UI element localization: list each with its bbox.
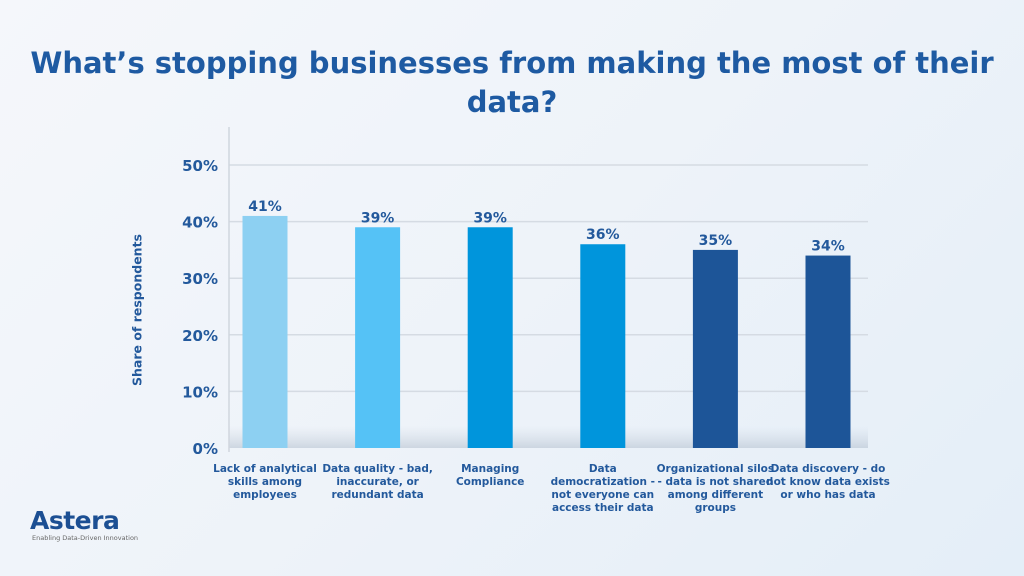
bar bbox=[692, 249, 738, 448]
x-tick-label: Data discovery - do not know data exists… bbox=[766, 463, 890, 501]
x-tick-label: Data quality - bad, inaccurate, or redun… bbox=[322, 463, 433, 501]
y-tick-label: 20% bbox=[182, 327, 218, 345]
astera-logo: Astera Enabling Data-Driven Innovation bbox=[30, 508, 138, 543]
bar bbox=[580, 244, 626, 448]
x-tick-label: Organizational silos - data is not share… bbox=[656, 463, 775, 514]
x-tick-label: Data democratization - not everyone can … bbox=[550, 463, 655, 514]
y-tick-label: 0% bbox=[193, 440, 218, 458]
data-label: 39% bbox=[473, 210, 507, 226]
logo-wordmark: Astera bbox=[30, 506, 120, 535]
y-tick-label: 50% bbox=[182, 157, 218, 175]
y-tick-label: 40% bbox=[182, 214, 218, 232]
baseline-shadow bbox=[229, 426, 868, 448]
x-tick-label: Lack of analytical skills among employee… bbox=[213, 463, 317, 501]
data-label: 36% bbox=[586, 227, 620, 243]
data-label: 41% bbox=[248, 199, 282, 215]
chart-title: What’s stopping businesses from making t… bbox=[30, 46, 994, 119]
bar bbox=[467, 227, 513, 448]
bar bbox=[355, 227, 401, 448]
y-axis-label: Share of respondents bbox=[129, 234, 145, 386]
x-tick-label: Managing Compliance bbox=[455, 463, 525, 488]
data-label: 39% bbox=[361, 210, 395, 226]
data-label: 34% bbox=[811, 239, 845, 255]
data-label: 35% bbox=[699, 233, 733, 249]
logo-tagline: Enabling Data-Driven Innovation bbox=[32, 534, 139, 542]
y-tick-label: 10% bbox=[182, 383, 218, 401]
y-tick-label: 30% bbox=[182, 270, 218, 288]
bar bbox=[805, 255, 851, 448]
bar bbox=[242, 215, 288, 448]
